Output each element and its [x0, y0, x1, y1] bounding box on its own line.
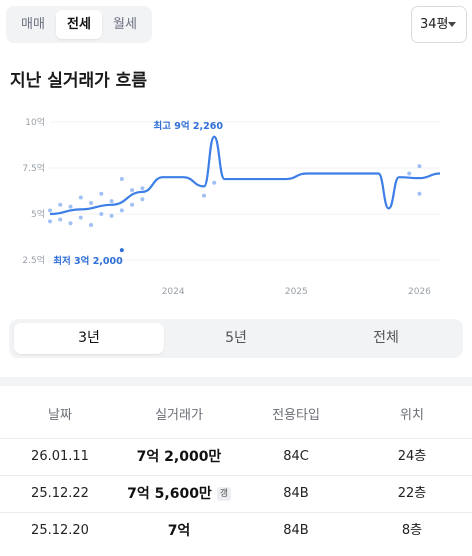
row-price: 7억 5,600만	[127, 486, 212, 502]
tab-period-all[interactable]: 전체	[373, 330, 399, 346]
scatter-point	[99, 212, 104, 216]
min-point	[119, 248, 124, 253]
section-title: 지난 실거래가 흐름	[10, 71, 147, 91]
tab-period-3y[interactable]: 3년	[14, 323, 164, 354]
y-tick-label: 7.5억	[22, 162, 45, 174]
row-price: 7억 2,000만	[136, 449, 222, 465]
header-date: 날짜	[48, 408, 72, 423]
scatter-point	[89, 200, 94, 205]
scatter-point	[48, 219, 52, 224]
scatter-point	[58, 202, 63, 207]
y-tick-label: 10억	[25, 116, 45, 128]
header-price: 실거래가	[155, 408, 203, 423]
scatter-point	[119, 208, 124, 213]
row-date: 26.01.11	[31, 449, 89, 464]
row-date: 25.12.22	[31, 486, 89, 501]
chevron-down-icon	[448, 22, 456, 27]
row-floor: 22층	[397, 486, 427, 501]
scatter-point	[201, 193, 206, 198]
transaction-table: 날짜 실거래가 전용타입 위치 26.01.11 7억 2,000만 84C 2…	[0, 394, 472, 549]
price-trend-chart-svg: 10억 7.5억 5억 2.5억 2024 2025 2026 최고 9억 2,260 최저 3…	[22, 116, 441, 297]
period-tabs: 3년 5년 전체	[9, 319, 463, 358]
tab-period-5y[interactable]: 5년	[225, 330, 247, 346]
row-price: 7억	[167, 523, 191, 539]
row-floor: 8층	[401, 523, 423, 538]
row-price-cell: 7억 2,000만	[115, 439, 243, 476]
tab-sale[interactable]: 매매	[21, 17, 45, 32]
renewal-badge: 갱	[216, 487, 231, 501]
scatter-point	[99, 191, 104, 196]
scatter-point	[140, 186, 145, 191]
scatter-point	[78, 195, 83, 200]
scatter-point	[58, 217, 63, 222]
scatter-point	[407, 171, 412, 176]
row-date: 25.12.20	[31, 523, 89, 538]
scatter-point	[89, 223, 94, 228]
row-type: 84B	[283, 486, 309, 501]
header-floor: 위치	[400, 408, 424, 423]
scatter-point	[78, 215, 83, 220]
table-header: 날짜 실거래가 전용타입 위치	[0, 394, 472, 438]
tab-jeonse[interactable]: 전세	[56, 10, 102, 39]
y-tick-label: 5억	[31, 208, 45, 220]
max-annotation-label: 최고 9억 2,260	[153, 120, 223, 132]
scatter-point	[140, 197, 145, 202]
scatter-point	[130, 202, 135, 207]
table-row[interactable]: 26.01.11 7억 2,000만 84C 24층	[0, 438, 472, 475]
scatter-point	[109, 213, 114, 218]
row-type: 84B	[283, 523, 309, 538]
price-trend-chart: 10억 7.5억 5억 2.5억 2024 2025 2026 최고 9억 2,260 최저 3…	[0, 105, 472, 305]
scatter-point	[119, 177, 124, 182]
scatter-point	[68, 221, 73, 226]
x-tick-label: 2026	[408, 287, 431, 297]
scatter-point	[68, 204, 73, 209]
table-row[interactable]: 25.12.22 7억 5,600만 갱 84B 22층	[0, 475, 472, 512]
scatter-point	[212, 180, 217, 185]
row-floor: 24층	[397, 449, 427, 464]
top-filter-row: 매매 전세 월세 34평	[0, 0, 472, 50]
row-price-cell: 7억	[115, 513, 243, 550]
y-tick-label: 2.5억	[22, 254, 45, 266]
scatter-point	[48, 208, 52, 213]
scatter-point	[417, 191, 422, 196]
row-price-cell: 7억 5,600만 갱	[115, 476, 243, 513]
area-select-value: 34평	[420, 17, 449, 32]
min-annotation-label: 최저 3억 2,000	[53, 255, 123, 267]
row-type: 84C	[283, 449, 309, 464]
scatter-point	[130, 188, 135, 193]
x-tick-label: 2025	[285, 287, 308, 297]
x-tick-label: 2024	[162, 287, 185, 297]
table-row[interactable]: 25.12.20 7억 84B 8층	[0, 512, 472, 549]
trade-type-tabs: 매매 전세 월세	[6, 6, 152, 43]
area-select[interactable]: 34평	[411, 6, 467, 43]
header-type: 전용타입	[272, 408, 320, 423]
tab-monthly-rent[interactable]: 월세	[113, 17, 137, 32]
scatter-point	[109, 199, 114, 204]
scatter-point	[417, 164, 422, 169]
section-divider	[0, 377, 472, 386]
series-line	[49, 135, 441, 216]
